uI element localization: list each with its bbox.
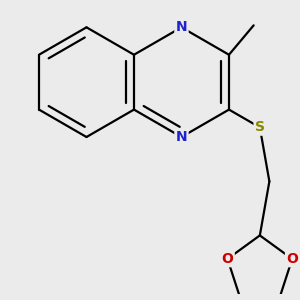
- Text: N: N: [176, 20, 187, 34]
- Text: O: O: [286, 252, 298, 266]
- Text: N: N: [176, 130, 187, 144]
- Text: O: O: [222, 252, 233, 266]
- Text: S: S: [255, 120, 265, 134]
